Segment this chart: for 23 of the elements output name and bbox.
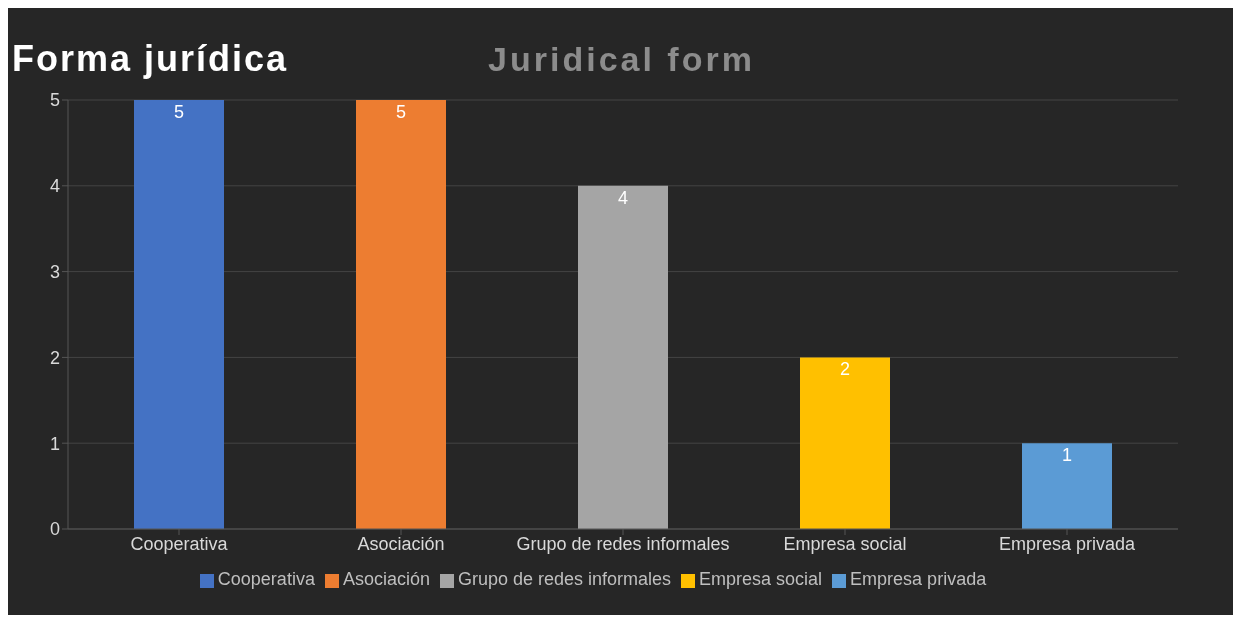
data-label: 5 xyxy=(173,101,185,122)
chart-title: Forma jurídica xyxy=(12,38,289,80)
legend-label: Grupo de redes informales xyxy=(457,569,672,589)
y-tick-label: 2 xyxy=(49,347,60,368)
x-tick-label: Empresa social xyxy=(783,533,907,554)
data-label: 1 xyxy=(1061,444,1073,465)
x-tick-label: Grupo de redes informales xyxy=(516,533,730,554)
data-label: 4 xyxy=(617,187,629,208)
data-label: 5 xyxy=(395,101,407,122)
legend-label: Empresa privada xyxy=(850,569,987,589)
y-tick-label: 0 xyxy=(49,519,60,540)
legend-label: Asociación xyxy=(342,569,430,589)
data-label: 2 xyxy=(839,359,851,380)
x-tick-label: Asociación xyxy=(357,533,445,554)
y-tick-label: 4 xyxy=(49,176,60,197)
legend-label: Cooperativa xyxy=(217,569,315,589)
y-tick-label: 5 xyxy=(49,90,60,111)
chart-subtitle: Juridical form xyxy=(488,40,755,79)
y-tick-label: 1 xyxy=(49,433,60,454)
y-tick-label: 3 xyxy=(49,261,60,282)
x-tick-label: Cooperativa xyxy=(130,533,229,554)
legend-label: Empresa social xyxy=(699,569,823,589)
x-tick-label: Empresa privada xyxy=(998,533,1137,554)
